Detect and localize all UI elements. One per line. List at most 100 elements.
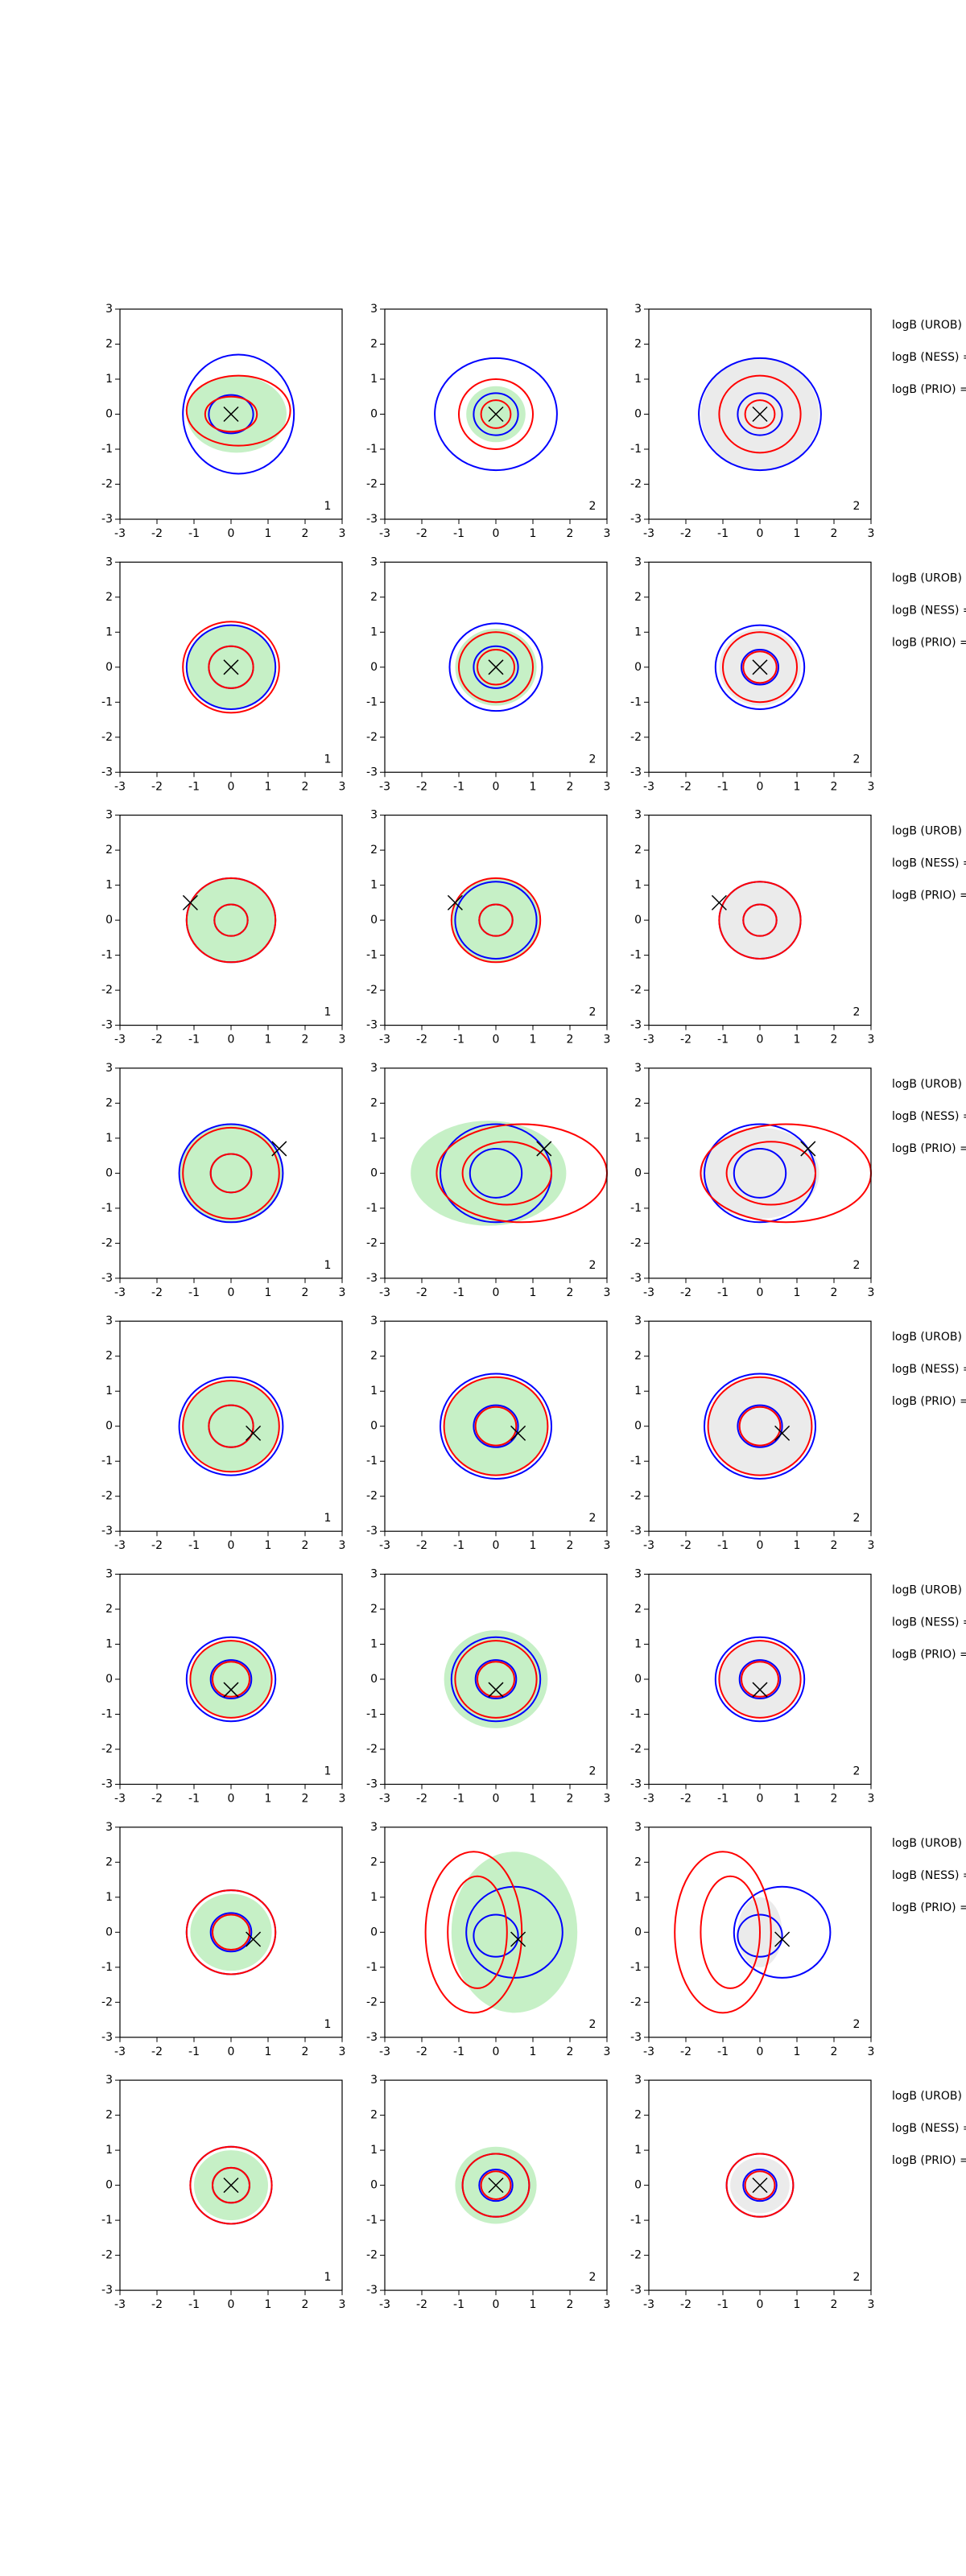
x-tick-label: -3 — [643, 1539, 654, 1552]
contour — [737, 1404, 783, 1448]
panel-label: 2 — [589, 500, 597, 513]
x-tick-label: -2 — [416, 2046, 427, 2058]
y-tick-label: 1 — [634, 373, 642, 386]
y-tick-label: 3 — [370, 303, 378, 316]
x-tick-label: -1 — [188, 1034, 200, 1046]
x-tick-label: 3 — [339, 1286, 346, 1299]
y-tick-label: -2 — [630, 2249, 642, 2262]
y-tick-label: 3 — [105, 303, 113, 316]
y-tick-label: 0 — [634, 661, 642, 674]
x-tick-label: -2 — [416, 527, 427, 540]
y-tick-label: 2 — [370, 591, 378, 604]
x-tick-label: 0 — [757, 1793, 764, 1806]
y-tick-label: 2 — [634, 844, 642, 857]
density-fill — [719, 881, 801, 959]
y-tick-label: -3 — [101, 2284, 113, 2297]
y-tick-label: -1 — [366, 1961, 378, 1974]
contour — [178, 1376, 284, 1476]
x-tick-label: 2 — [302, 1286, 309, 1299]
x-tick-label: -3 — [643, 1286, 654, 1299]
contour — [450, 877, 542, 964]
x-tick-label: 2 — [302, 1034, 309, 1046]
x-tick-label: 3 — [604, 2046, 611, 2058]
contour — [478, 903, 514, 937]
y-tick-label: -3 — [366, 513, 378, 526]
x-tick-label: -1 — [188, 527, 200, 540]
x-tick-label: 2 — [567, 2298, 574, 2311]
contour — [454, 881, 538, 960]
x-tick-label: 2 — [831, 1793, 838, 1806]
y-tick-label: 1 — [370, 1385, 378, 1397]
y-tick-label: 0 — [105, 1420, 113, 1433]
y-tick-label: 2 — [634, 1603, 642, 1616]
x-tick-label: 0 — [228, 1286, 235, 1299]
x-tick-label: 0 — [228, 780, 235, 793]
y-tick-label: 1 — [105, 373, 113, 386]
y-tick-label: 0 — [634, 914, 642, 927]
contour — [204, 395, 258, 433]
y-tick-label: 0 — [105, 2179, 113, 2192]
x-tick-label: -1 — [717, 527, 729, 540]
x-tick-label: 3 — [868, 2298, 875, 2311]
contour — [209, 1659, 253, 1699]
x-tick-label: 0 — [757, 1286, 764, 1299]
contour — [718, 374, 802, 454]
x-tick-label: 2 — [831, 1034, 838, 1046]
contour — [209, 1912, 253, 1953]
contour — [477, 1661, 515, 1698]
x-tick-label: 2 — [567, 527, 574, 540]
logb-label: logB (NESS) = — [892, 1110, 966, 1123]
marker — [246, 1425, 262, 1441]
y-tick-label: 3 — [370, 2074, 378, 2087]
y-tick-label: 0 — [370, 661, 378, 674]
marker — [223, 1682, 239, 1698]
y-tick-label: 2 — [370, 1350, 378, 1363]
y-tick-label: -3 — [101, 1778, 113, 1791]
y-tick-label: -1 — [366, 2214, 378, 2227]
y-tick-label: 1 — [105, 1891, 113, 1904]
y-tick-label: 2 — [105, 338, 113, 351]
x-tick-label: -3 — [379, 1034, 390, 1046]
x-tick-label: 2 — [831, 527, 838, 540]
x-tick-label: 2 — [302, 2046, 309, 2058]
contour — [473, 645, 519, 689]
x-tick-label: 3 — [868, 1286, 875, 1299]
x-tick-label: 1 — [530, 527, 537, 540]
x-tick-label: 3 — [868, 2046, 875, 2058]
panel-label: 2 — [589, 1765, 597, 1778]
y-tick-label: 3 — [370, 555, 378, 568]
x-tick-label: 1 — [265, 1034, 272, 1046]
panel-label: 2 — [853, 1006, 861, 1019]
panel-label: 2 — [853, 2271, 861, 2284]
y-tick-label: 3 — [634, 303, 642, 316]
x-tick-label: 0 — [228, 1539, 235, 1552]
marker — [488, 2178, 504, 2194]
y-tick-label: -2 — [366, 984, 378, 997]
y-tick-label: -1 — [101, 443, 113, 456]
y-tick-label: 1 — [105, 1132, 113, 1145]
y-tick-label: 1 — [634, 879, 642, 892]
contour — [480, 399, 512, 429]
y-tick-label: 2 — [634, 1350, 642, 1363]
panel-label: 2 — [853, 1765, 861, 1778]
x-tick-label: -1 — [453, 1034, 464, 1046]
x-tick-label: -2 — [151, 2046, 163, 2058]
logb-label: logB (PRIO) = — [892, 890, 966, 902]
contour — [698, 357, 822, 472]
y-tick-label: 0 — [634, 1673, 642, 1686]
x-tick-label: 2 — [567, 1286, 574, 1299]
y-tick-label: 3 — [105, 1062, 113, 1075]
y-tick-label: -2 — [366, 1490, 378, 1503]
x-tick-label: 3 — [604, 1034, 611, 1046]
x-tick-label: -2 — [416, 780, 427, 793]
logb-label: logB (NESS) = — [892, 2122, 966, 2135]
x-tick-label: 1 — [794, 1793, 801, 1806]
x-tick-label: -1 — [717, 1286, 729, 1299]
x-tick-label: 3 — [604, 2298, 611, 2311]
y-tick-label: -2 — [366, 2249, 378, 2262]
x-tick-label: -3 — [114, 1793, 126, 1806]
contour — [478, 2169, 514, 2202]
y-tick-label: 2 — [105, 1603, 113, 1616]
y-tick-label: 2 — [634, 1856, 642, 1868]
y-tick-label: -1 — [366, 1202, 378, 1215]
